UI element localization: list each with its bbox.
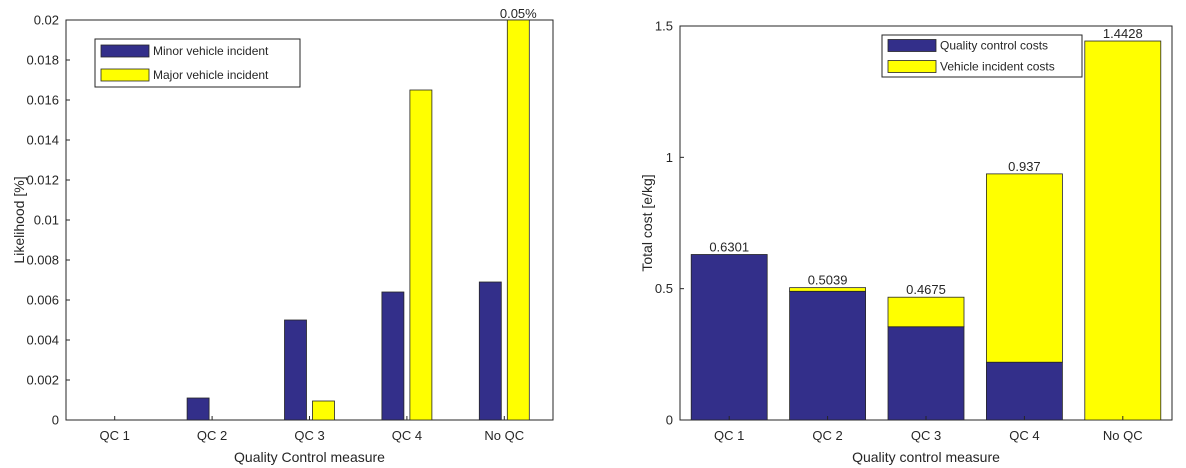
left-y-axis-label: Likelihood [%]	[11, 176, 27, 263]
y-tick-label: 0.01	[34, 213, 59, 228]
legend-label-2: Major vehicle incident	[153, 68, 269, 82]
y-tick-label: 1.5	[655, 19, 673, 34]
y-tick-label: 0.018	[26, 53, 59, 68]
right-y-axis-label: Total cost [e/kg]	[639, 174, 655, 271]
y-tick-label: 0.002	[26, 373, 59, 388]
y-tick-label: 0.012	[26, 173, 59, 188]
left-x-axis-label: Quality Control measure	[234, 449, 385, 465]
x-tick-label: No QC	[484, 428, 524, 443]
bar-major-3	[312, 400, 335, 421]
bar-incident-cost-4	[986, 173, 1063, 363]
legend-swatch-2	[887, 60, 937, 73]
total-cost-chart: 0.6301 0.5039 0.4675 0.937 1.4428 QC 1 QC 2 QC…	[639, 19, 1173, 465]
data-label-total: 1.4428	[1103, 26, 1143, 41]
legend-swatch-1	[100, 44, 150, 58]
bar-major-4	[409, 89, 433, 421]
legend-swatch-1	[887, 39, 937, 52]
right-x-axis-label: Quality control measure	[852, 449, 1000, 465]
bar-incident-cost-5	[1084, 40, 1162, 421]
legend-label-1: Minor vehicle incident	[153, 44, 269, 58]
bar-minor-3	[284, 319, 307, 421]
x-tick-label: QC 3	[911, 428, 941, 443]
x-tick-label: QC 1	[100, 428, 130, 443]
bar-incident-cost-2	[789, 287, 866, 292]
legend-swatch-2	[100, 68, 150, 82]
legend-label-1: Quality control costs	[940, 39, 1048, 53]
y-tick-label: 0.006	[26, 293, 59, 308]
bar-qc-cost-1	[690, 254, 768, 421]
x-tick-label: QC 2	[812, 428, 842, 443]
right-legend: Quality control costs Vehicle incident co…	[881, 34, 1083, 78]
data-label-total: 0.5039	[808, 273, 848, 288]
y-tick-label: 1	[666, 150, 673, 165]
y-tick-label: 0	[666, 413, 673, 428]
x-tick-label: QC 3	[294, 428, 324, 443]
y-tick-label: 0.008	[26, 253, 59, 268]
bar-incident-cost-3	[887, 296, 965, 328]
x-tick-label: QC 4	[1009, 428, 1039, 443]
x-tick-label: QC 4	[392, 428, 422, 443]
y-tick-label: 0.004	[26, 333, 59, 348]
x-tick-label: QC 2	[197, 428, 227, 443]
y-tick-label: 0.02	[34, 13, 59, 28]
x-tick-label: QC 1	[714, 428, 744, 443]
bar-qc-cost-2	[789, 290, 866, 421]
data-label-annotation: 0.05%	[500, 6, 537, 21]
bar-major-5	[506, 19, 530, 421]
data-label-total: 0.6301	[709, 239, 749, 254]
bar-minor-2	[186, 397, 210, 421]
bar-minor-5	[478, 281, 502, 421]
y-tick-label: 0.014	[26, 133, 59, 148]
x-tick-label: No QC	[1103, 428, 1143, 443]
y-tick-label: 0	[52, 413, 59, 428]
left-legend: Minor vehicle incident Major vehicle inci…	[94, 38, 301, 88]
bar-minor-4	[381, 291, 405, 421]
bar-qc-cost-3	[887, 326, 965, 421]
y-tick-label: 0.016	[26, 93, 59, 108]
y-tick-label: 0.5	[655, 281, 673, 296]
bar-qc-cost-4	[986, 361, 1063, 421]
data-label-total: 0.937	[1008, 159, 1041, 174]
likelihood-chart: 0.05% QC 1 QC 2 QC 3 QC 4 No QC 0 0.002 0.004 0.…	[11, 6, 554, 465]
data-label-total: 0.4675	[906, 282, 946, 297]
legend-label-2: Vehicle incident costs	[940, 60, 1055, 74]
